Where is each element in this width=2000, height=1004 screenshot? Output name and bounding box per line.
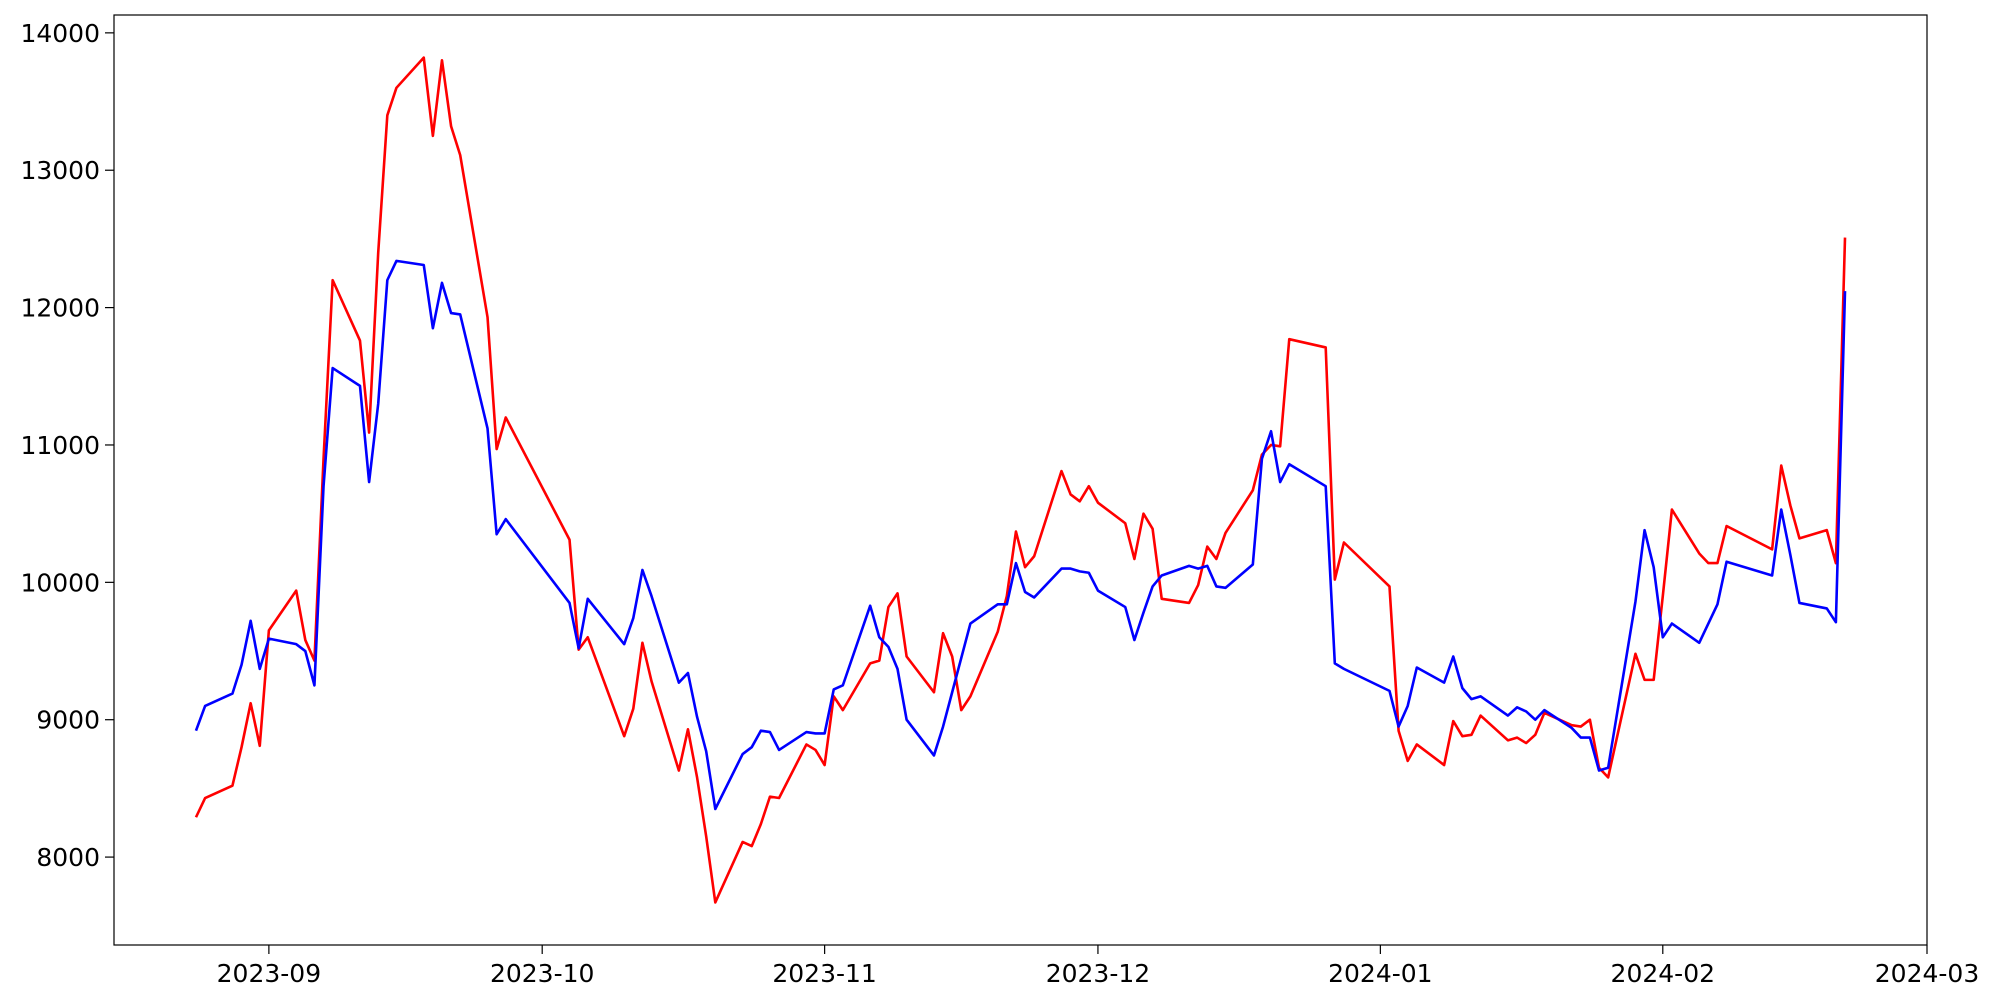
plot-frame	[113, 14, 1928, 946]
x-tick-label: 2023-12	[1046, 959, 1150, 988]
y-tick-label: 9000	[36, 706, 100, 735]
x-tick-label: 2024-01	[1328, 959, 1432, 988]
y-tick-label: 10000	[20, 568, 100, 597]
x-tick-label: 2023-09	[217, 959, 321, 988]
y-tick-label: 12000	[20, 294, 100, 323]
x-tick-label: 2023-10	[490, 959, 594, 988]
line-series	[194, 259, 1847, 811]
y-tick-label: 8000	[36, 843, 100, 872]
y-tick-label: 13000	[20, 156, 100, 185]
y-tick-label: 11000	[20, 431, 100, 460]
line-series	[194, 56, 1847, 904]
x-tick-label: 2024-02	[1611, 959, 1715, 988]
y-tick-label: 14000	[20, 19, 100, 48]
x-tick-label: 2024-03	[1875, 959, 1979, 988]
x-tick-label: 2023-11	[772, 959, 876, 988]
